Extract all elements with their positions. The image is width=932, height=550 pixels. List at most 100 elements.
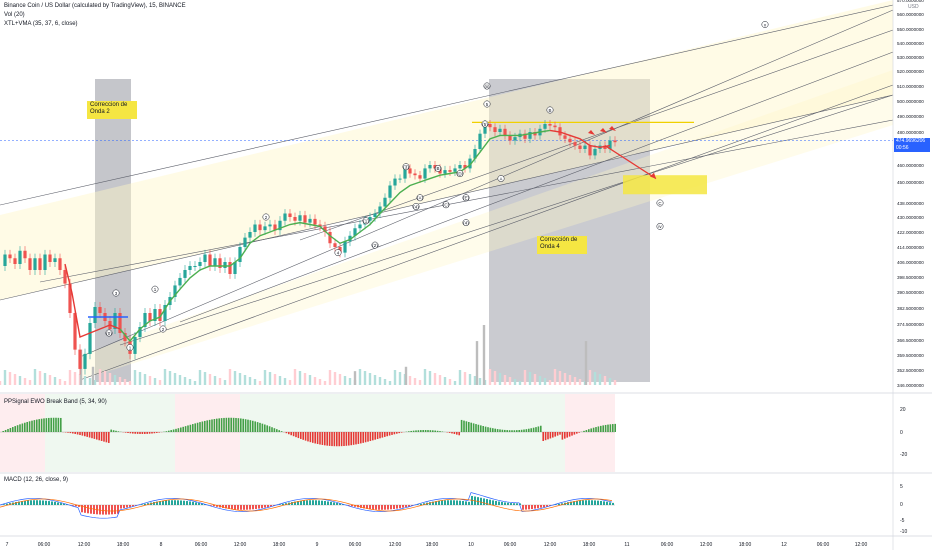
candle xyxy=(223,262,227,268)
volume-bar xyxy=(268,372,272,385)
ppsignal-bar xyxy=(93,432,96,439)
candle xyxy=(283,213,287,221)
ppsignal-bar xyxy=(609,424,612,432)
macd-bar xyxy=(105,505,107,515)
candle xyxy=(83,353,87,369)
volume-bar xyxy=(203,372,207,385)
volume-indicator-label[interactable]: Vol (20) xyxy=(4,12,25,18)
ppsignal-bar xyxy=(607,424,609,432)
macd-bar xyxy=(84,505,86,513)
macd-bar xyxy=(315,500,317,505)
price-tick-label: 438.0000000 xyxy=(897,201,924,206)
macd-bar xyxy=(540,505,542,508)
macd-bar xyxy=(384,505,386,510)
macd-bar xyxy=(546,505,548,507)
ppsignal-bar xyxy=(201,421,204,432)
candle xyxy=(373,213,377,217)
macd-pane-title[interactable]: MACD (12, 26, close, 9) xyxy=(4,477,69,483)
macd-bar xyxy=(42,500,44,505)
candle xyxy=(403,168,407,179)
ppsignal-bar xyxy=(276,429,278,432)
macd-bar xyxy=(366,505,368,509)
wave-4-correction-note[interactable]: Corrección de Onda 4 xyxy=(537,236,587,254)
ppsignal-bar xyxy=(475,424,477,432)
candle xyxy=(343,241,347,253)
price-tick-label: 520.0000000 xyxy=(897,69,924,74)
ppsignal-bar xyxy=(331,432,333,447)
macd-bar xyxy=(489,499,491,505)
macd-bar xyxy=(609,502,611,505)
candle xyxy=(388,185,392,198)
ppsignal-bar xyxy=(583,430,585,432)
macd-bar xyxy=(141,504,143,505)
ppsignal-bar xyxy=(460,419,463,432)
macd-bar xyxy=(39,500,41,505)
volume-bar xyxy=(108,373,112,385)
volume-bar xyxy=(298,371,302,385)
macd-bar xyxy=(558,503,560,505)
wave-label-circle xyxy=(483,100,491,108)
candle xyxy=(53,258,57,262)
ppsignal-bar xyxy=(88,432,91,438)
macd-bar xyxy=(534,505,536,509)
wave-label: 5 xyxy=(486,102,489,107)
wave-2-correction-note[interactable]: Correccion de Onda 2 xyxy=(87,101,137,119)
candle xyxy=(233,262,237,274)
macd-bar xyxy=(312,500,314,505)
ppsignal-bar xyxy=(69,432,72,434)
ppsignal-pane-title[interactable]: PPSignal EWO Break Band (5, 34, 90) xyxy=(4,399,107,405)
candle xyxy=(493,127,497,132)
volume-bar xyxy=(608,378,612,385)
volume-bar xyxy=(238,373,242,385)
price-tick-label: 422.0000000 xyxy=(897,230,924,235)
candle xyxy=(193,266,197,267)
macd-bar xyxy=(486,499,488,505)
volume-spike xyxy=(353,371,357,385)
macd-bar xyxy=(438,500,440,505)
macd-bar xyxy=(270,505,272,507)
candle xyxy=(383,197,387,207)
ppsignal-bar xyxy=(194,423,196,432)
ppsignal-bar xyxy=(597,426,600,432)
macd-bar xyxy=(60,503,62,505)
ppsignal-bar xyxy=(254,421,256,432)
ppsignal-bar xyxy=(506,430,508,432)
ppsignal-bar xyxy=(170,430,172,432)
ppsignal-bar xyxy=(218,418,220,432)
currency-label: USD xyxy=(908,4,919,10)
volume-bar xyxy=(413,378,417,385)
volume-bar xyxy=(478,378,482,385)
ppsignal-bar xyxy=(16,425,19,432)
ppsignal-bar xyxy=(496,429,499,432)
candle xyxy=(138,327,142,337)
ppsignal-bar xyxy=(273,428,276,432)
candle xyxy=(423,168,427,179)
xtl-vma-indicator-label[interactable]: XTL+VMA (35, 37, 6, close) xyxy=(4,21,78,27)
macd-bar xyxy=(99,505,101,515)
ppsignal-bar xyxy=(487,427,489,432)
ppsignal-bar xyxy=(456,432,458,435)
macd-bar xyxy=(117,505,119,514)
ppsignal-bar xyxy=(604,424,607,432)
ppsignal-bar xyxy=(141,432,144,434)
wave-label: (4) xyxy=(463,220,469,225)
wave-label-circle xyxy=(483,82,491,90)
macd-bar xyxy=(393,505,395,510)
ppsignal-bar xyxy=(271,427,273,432)
macd-bar xyxy=(30,500,32,505)
candle xyxy=(378,206,382,214)
ppsignal-bar xyxy=(369,432,372,442)
volume-bar xyxy=(383,379,387,385)
ppsignal-bar xyxy=(316,432,319,445)
ppsignal-bar xyxy=(60,417,62,432)
macd-bar xyxy=(294,501,296,505)
candle xyxy=(603,145,607,149)
volume-bar xyxy=(368,373,372,385)
time-tick-label: 06:00 xyxy=(195,542,208,548)
candle xyxy=(548,124,552,126)
candle xyxy=(23,250,27,259)
candle xyxy=(123,333,127,342)
wave-label: (3) xyxy=(403,165,409,170)
ppsignal-bar xyxy=(600,425,602,432)
